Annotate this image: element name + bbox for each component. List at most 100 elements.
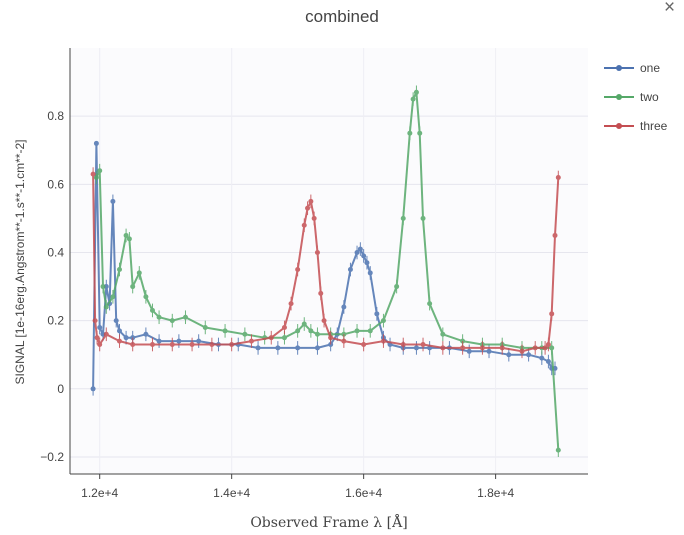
data-point — [367, 328, 373, 334]
data-point — [281, 335, 287, 341]
data-point — [123, 232, 129, 238]
data-point — [189, 341, 195, 347]
data-point — [357, 246, 363, 252]
data-point — [549, 311, 555, 317]
data-point — [275, 345, 281, 351]
data-point — [295, 328, 301, 334]
data-point — [374, 311, 380, 317]
data-point — [143, 331, 149, 337]
legend-label: three — [640, 119, 668, 133]
data-point — [110, 198, 116, 204]
data-point — [97, 341, 103, 347]
data-point — [97, 324, 103, 330]
y-tick-label: −0.2 — [40, 450, 64, 464]
y-axis-label: SIGNAL [1e-16erg.Angstrom**-1.s**-1.cm**… — [13, 140, 27, 385]
data-point — [295, 345, 301, 351]
legend-item-three[interactable]: three — [604, 119, 668, 133]
plot-area — [70, 48, 588, 474]
x-tick-label: 1.4e+4 — [213, 486, 250, 500]
data-point — [248, 338, 254, 344]
data-point — [281, 324, 287, 330]
data-point — [314, 345, 320, 351]
data-point — [532, 345, 538, 351]
data-point — [255, 345, 261, 351]
data-point — [182, 314, 188, 320]
data-point — [308, 198, 314, 204]
data-point — [400, 215, 406, 221]
data-point — [417, 130, 423, 136]
data-point — [321, 318, 327, 324]
y-tick-label: 0 — [57, 382, 64, 396]
data-point — [97, 168, 103, 174]
data-point — [116, 328, 122, 334]
data-point — [94, 335, 100, 341]
data-point — [242, 331, 248, 337]
data-point — [149, 341, 155, 347]
legend-swatch-marker — [616, 123, 622, 129]
data-point — [100, 284, 106, 290]
data-point — [311, 215, 317, 221]
data-point — [116, 338, 122, 344]
legend-item-one[interactable]: one — [604, 61, 660, 75]
data-point — [364, 260, 370, 266]
data-point — [499, 345, 505, 351]
data-point — [169, 318, 175, 324]
y-tick-label: 0.2 — [47, 314, 64, 328]
data-point — [196, 338, 202, 344]
legend-swatch-marker — [616, 65, 622, 71]
data-point — [413, 89, 419, 95]
data-point — [555, 175, 561, 181]
data-point — [341, 304, 347, 310]
data-point — [116, 267, 122, 273]
legend-item-two[interactable]: two — [604, 90, 659, 104]
data-point — [328, 335, 334, 341]
data-point — [420, 215, 426, 221]
data-point — [126, 236, 132, 242]
data-point — [413, 345, 419, 351]
data-point — [229, 341, 235, 347]
chart-title: combined — [305, 7, 379, 26]
legend-label: one — [640, 61, 660, 75]
data-point — [420, 341, 426, 347]
data-point — [427, 301, 433, 307]
data-point — [156, 314, 162, 320]
y-tick-label: 0.4 — [47, 245, 64, 259]
data-point — [354, 328, 360, 334]
data-point — [519, 348, 525, 354]
data-point — [268, 335, 274, 341]
data-point — [552, 232, 558, 238]
data-point — [545, 359, 551, 365]
data-point — [209, 341, 215, 347]
close-icon[interactable]: × — [664, 0, 676, 18]
data-point — [305, 205, 311, 211]
data-point — [440, 331, 446, 337]
data-point — [103, 331, 109, 337]
data-point — [90, 386, 96, 392]
data-point — [506, 352, 512, 358]
data-point — [400, 341, 406, 347]
data-point — [110, 294, 116, 300]
data-point — [394, 284, 400, 290]
data-point — [542, 345, 548, 351]
data-point — [380, 318, 386, 324]
data-point — [222, 328, 228, 334]
data-point — [367, 270, 373, 276]
data-point — [410, 96, 416, 102]
data-point — [90, 171, 96, 177]
data-point — [93, 140, 99, 146]
data-point — [156, 338, 162, 344]
data-point — [301, 321, 307, 327]
data-point — [466, 348, 472, 354]
data-point — [380, 338, 386, 344]
data-point — [539, 355, 545, 361]
data-point — [545, 341, 551, 347]
ticks: −0.2 0 0.2 0.4 0.6 0.8 1.2e+4 1.4e+4 1.6e+4 1.8e+… — [40, 109, 514, 500]
y-tick-label: 0.8 — [47, 109, 64, 123]
legend[interactable]: one two three — [604, 61, 668, 133]
data-point — [486, 348, 492, 354]
data-point — [143, 294, 149, 300]
data-point — [288, 301, 294, 307]
data-point — [549, 345, 555, 351]
y-tick-label: 0.6 — [47, 177, 64, 191]
